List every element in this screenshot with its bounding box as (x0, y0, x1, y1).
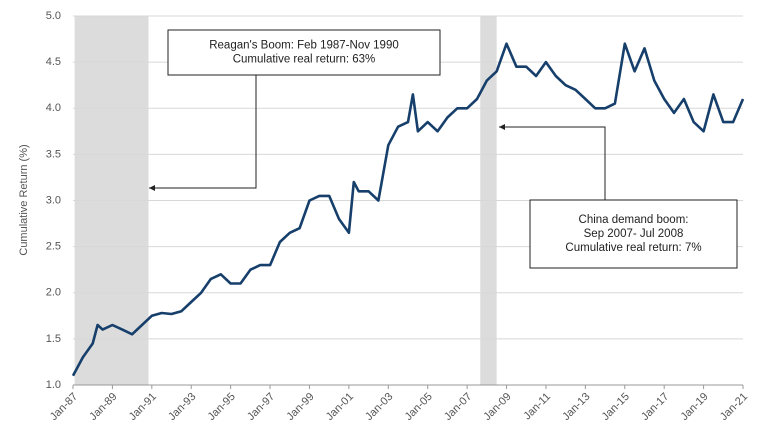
y-tick-label: 4.0 (46, 102, 61, 114)
annotation-text: Cumulative real return: 63% (233, 54, 376, 66)
x-tick-label: Jan-19 (678, 391, 710, 423)
y-tick-label: 3.0 (46, 194, 61, 206)
x-tick-label: Jan-91 (127, 391, 159, 423)
annotation-text: Reagan's Boom: Feb 1987-Nov 1990 (209, 40, 399, 52)
annotation-box (167, 29, 441, 76)
annotation-arrow (149, 75, 257, 189)
annotation-arrow-head (499, 124, 505, 130)
x-tick-label: Jan-07 (442, 391, 474, 423)
x-tick-label: Jan-11 (521, 391, 553, 423)
x-tick-label: Jan-21 (718, 391, 750, 423)
annotation: Reagan's Boom: Feb 1987-Nov 1990 Cumulati… (167, 29, 441, 76)
x-tick-label: Jan-99 (284, 391, 316, 423)
x-tick-label: Jan-05 (403, 391, 435, 423)
x-tick-label: Jan-13 (560, 391, 592, 423)
x-tick-label: Jan-89 (87, 391, 119, 423)
annotation-arrow-head (149, 185, 155, 191)
x-tick-label: Jan-93 (166, 391, 198, 423)
annotation-arrow (499, 126, 606, 200)
annotation: China demand boom: Sep 2007- Jul 2008 Cumu… (529, 199, 738, 269)
y-tick-label: 1.5 (46, 333, 61, 345)
y-tick-label: 4.5 (46, 56, 61, 68)
y-tick-label: 2.0 (46, 287, 61, 299)
annotation-text: Cumulative real return: 7% (565, 242, 701, 254)
annotation-text: Sep 2007- Jul 2008 (584, 228, 684, 240)
x-tick-label: Jan-17 (639, 391, 671, 423)
y-tick-label: 1.0 (46, 379, 61, 391)
annotation-text: China demand boom: (579, 214, 689, 226)
x-tick-label: Jan-87 (48, 391, 80, 423)
x-tick-label: Jan-97 (245, 391, 277, 423)
x-tick-label: Jan-01 (324, 391, 356, 423)
annotation-box (529, 199, 738, 269)
x-tick-label: Jan-09 (481, 391, 513, 423)
y-tick-label: 3.5 (46, 148, 61, 160)
x-tick-label: Jan-95 (206, 391, 238, 423)
x-tick-label: Jan-15 (600, 391, 632, 423)
x-tick-label: Jan-03 (363, 391, 395, 423)
y-axis-label: Cumulative Return (%) (18, 144, 30, 255)
y-tick-label: 2.5 (46, 241, 61, 253)
data-line (71, 42, 745, 377)
y-tick-label: 5.0 (46, 10, 61, 22)
